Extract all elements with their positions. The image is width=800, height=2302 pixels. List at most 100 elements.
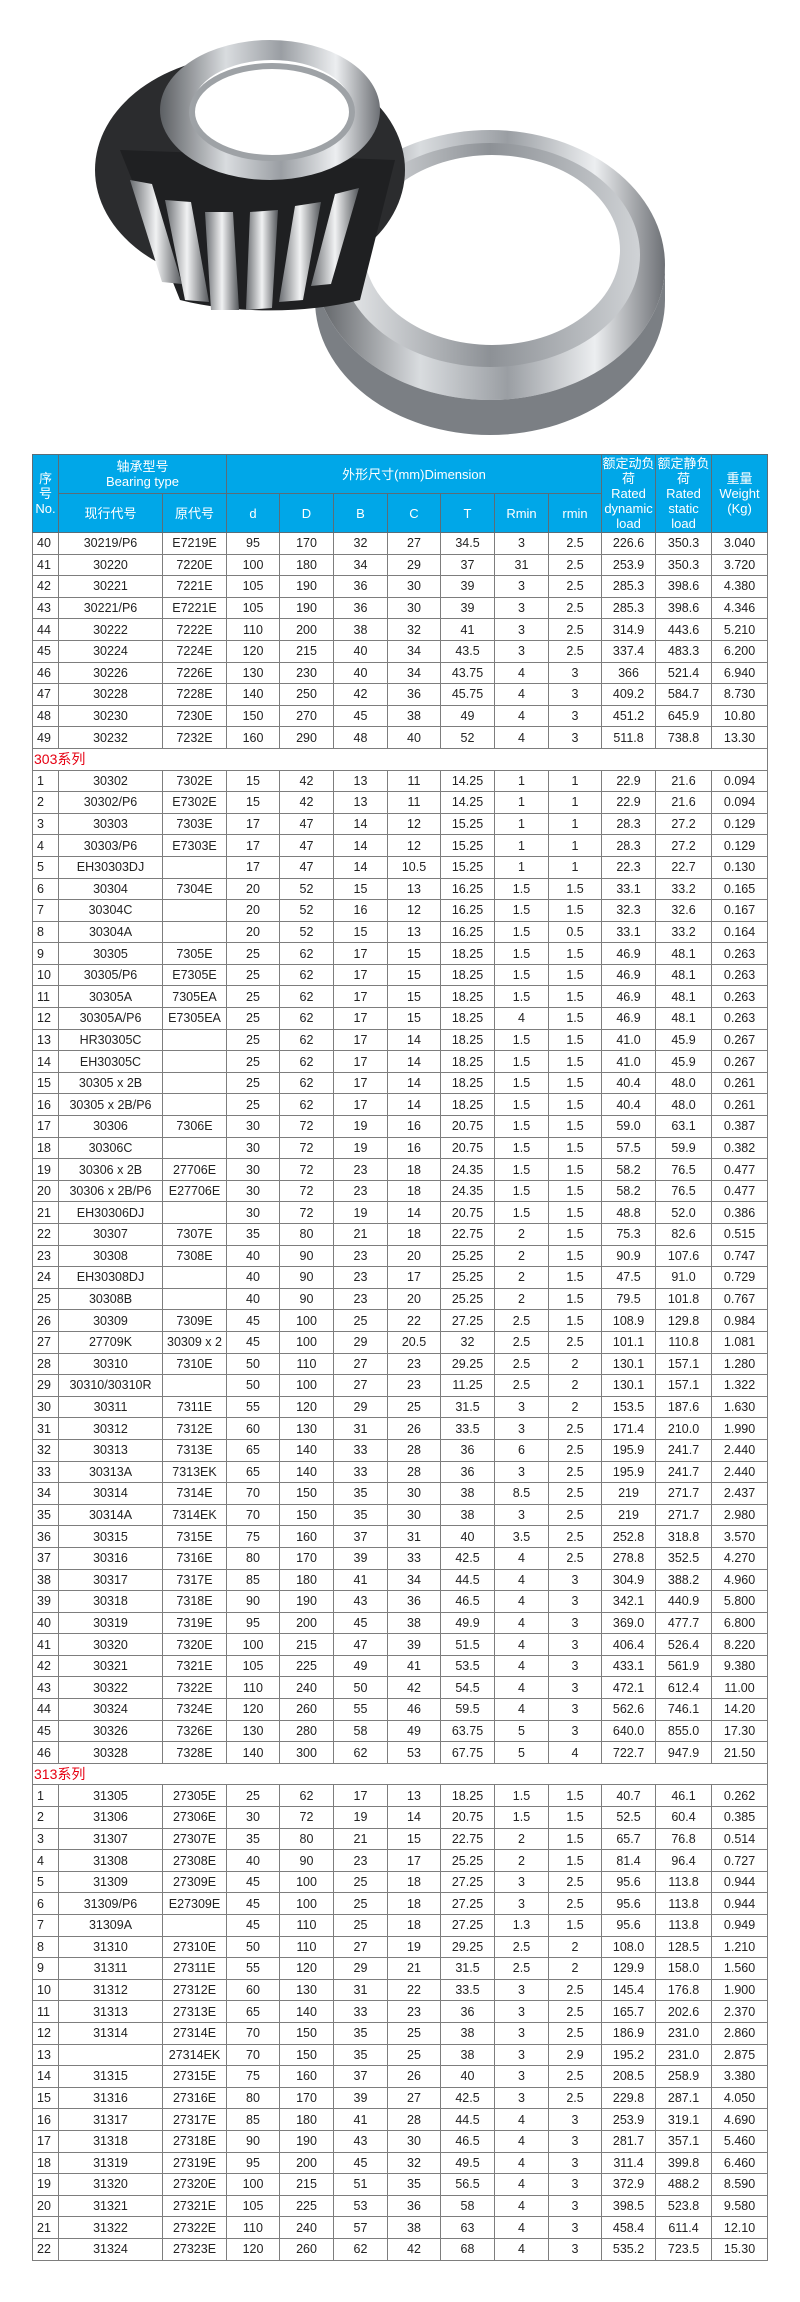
cell-rmin: 2.5 [547, 1503, 603, 1527]
header-dimension: 外形尺寸(mm)Dimension [225, 454, 603, 494]
header-current-code: 现行代号 [58, 493, 163, 533]
cell-current-code: 27709K [58, 1330, 163, 1354]
table-row: 39 30318 7318E 90 190 43 36 46.5 4 3 342.1 440.9 5.8… [32, 1590, 769, 1613]
cell-C: 36 [387, 2194, 441, 2218]
cell-C: 39 [387, 1633, 441, 1656]
cell-C: 30 [387, 1503, 441, 1527]
cell-D: 290 [279, 726, 334, 749]
cell-B: 39 [333, 2086, 388, 2110]
table-row: 17 30306 7306E 30 72 19 16 20.75 1.5 1.5 59.0 63.1 0… [32, 1115, 769, 1138]
cell-original-code: 7326E [162, 1719, 227, 1743]
cell-dynamic-load: 366 [601, 661, 657, 685]
cell-T: 39 [440, 596, 495, 620]
cell-no: 3 [32, 1827, 59, 1851]
cell-d: 20 [226, 899, 280, 922]
cell-current-code: 31312 [58, 1978, 163, 2002]
cell-weight: 0.262 [711, 1784, 769, 1808]
cell-static-load: 45.9 [655, 1028, 713, 1052]
cell-T: 38 [440, 1482, 495, 1505]
cell-original-code [162, 1287, 227, 1311]
cell-d: 65 [226, 1438, 280, 1462]
table-row: 44 30324 7324E 120 260 55 46 59.5 4 3 562.6 746.1 14… [32, 1698, 769, 1721]
cell-rmin: 1 [547, 855, 603, 879]
cell-D: 150 [279, 2021, 334, 2045]
cell-original-code: E7303E [162, 834, 227, 857]
cell-T: 38 [440, 2043, 495, 2067]
cell-no: 15 [32, 2086, 59, 2110]
cell-C: 34 [387, 661, 441, 685]
cell-static-load: 287.1 [655, 2086, 713, 2110]
table-row: 43 30322 7322E 110 240 50 42 54.5 4 3 472.1 612.4 11… [32, 1676, 769, 1700]
cell-no: 8 [32, 920, 59, 944]
cell-d: 140 [226, 683, 280, 706]
cell-D: 100 [279, 1374, 334, 1397]
cell-original-code: 27314E [162, 2021, 227, 2045]
cell-original-code: 27308E [162, 1849, 227, 1872]
cell-original-code [162, 1914, 227, 1937]
cell-original-code [162, 1136, 227, 1160]
cell-no: 19 [32, 1158, 59, 1181]
cell-D: 62 [279, 942, 334, 965]
cell-d: 25 [226, 1007, 280, 1030]
cell-T: 32 [440, 1330, 495, 1354]
table-row: 18 31319 27319E 95 200 45 32 49.5 4 3 311.4 399.8 6.… [32, 2151, 769, 2175]
cell-original-code: 27317E [162, 2108, 227, 2131]
cell-C: 34 [387, 639, 441, 663]
table-row: 16 30305 x 2B/P6 25 62 17 14 18.25 1.5 1.5 40.4 48… [32, 1093, 769, 1117]
cell-D: 260 [279, 1698, 334, 1721]
cell-C: 18 [387, 1870, 441, 1894]
header-dim-d: d [226, 493, 280, 533]
table-body: 40 30219/P6 E7219E 95 170 32 27 34.5 3 2.5 226.6 35… [31, 532, 769, 2261]
cell-C: 15 [387, 1007, 441, 1030]
cell-C: 34 [387, 1568, 441, 1592]
cell-no: 5 [32, 1870, 59, 1894]
cell-D: 47 [279, 812, 334, 836]
cell-d: 60 [226, 1417, 280, 1440]
cell-current-code: 30219/P6 [58, 532, 163, 555]
cell-T: 41 [440, 618, 495, 641]
cell-static-load: 48.0 [655, 1093, 713, 1117]
cell-Rmin: 1.5 [494, 1093, 549, 1117]
cell-no: 44 [32, 618, 59, 641]
cell-no: 40 [32, 532, 59, 555]
cell-static-load: 60.4 [655, 1806, 713, 1829]
cell-dynamic-load: 145.4 [601, 1978, 657, 2002]
cell-static-load: 63.1 [655, 1115, 713, 1138]
cell-Rmin: 5 [494, 1719, 549, 1743]
cell-T: 38 [440, 1503, 495, 1527]
cell-current-code: 31315 [58, 2065, 163, 2088]
cell-C: 23 [387, 1374, 441, 1397]
cell-T: 37 [440, 553, 495, 577]
cell-Rmin: 4 [494, 1611, 549, 1635]
cell-rmin: 1.5 [547, 985, 603, 1009]
cell-D: 150 [279, 1503, 334, 1527]
cell-original-code: 7316E [162, 1546, 227, 1570]
cell-C: 19 [387, 1935, 441, 1959]
cell-d: 85 [226, 1568, 280, 1592]
cell-rmin: 1.5 [547, 877, 603, 901]
cell-static-load: 128.5 [655, 1935, 713, 1959]
cell-static-load: 357.1 [655, 2129, 713, 2153]
cell-T: 58 [440, 2194, 495, 2218]
cell-rmin: 2 [547, 1374, 603, 1397]
cell-B: 25 [333, 1870, 388, 1894]
cell-rmin: 1.5 [547, 1158, 603, 1181]
header-dynamic-load: 额定动负荷 Rated dynamic load [601, 454, 657, 533]
cell-Rmin: 4 [494, 2151, 549, 2175]
cell-d: 140 [226, 1741, 280, 1764]
cell-C: 18 [387, 1892, 441, 1915]
cell-no: 21 [32, 2216, 59, 2239]
header-original-code: 原代号 [162, 493, 227, 533]
cell-d: 45 [226, 1309, 280, 1332]
cell-current-code: 30309 [58, 1309, 163, 1332]
cell-weight: 8.220 [711, 1633, 769, 1656]
cell-d: 20 [226, 920, 280, 944]
cell-static-load: 22.7 [655, 855, 713, 879]
cell-B: 38 [333, 618, 388, 641]
cell-Rmin: 2 [494, 1266, 549, 1289]
cell-current-code: 31321 [58, 2194, 163, 2218]
cell-dynamic-load: 195.9 [601, 1460, 657, 1484]
cell-B: 29 [333, 1330, 388, 1354]
cell-D: 80 [279, 1827, 334, 1851]
cell-C: 17 [387, 1849, 441, 1872]
